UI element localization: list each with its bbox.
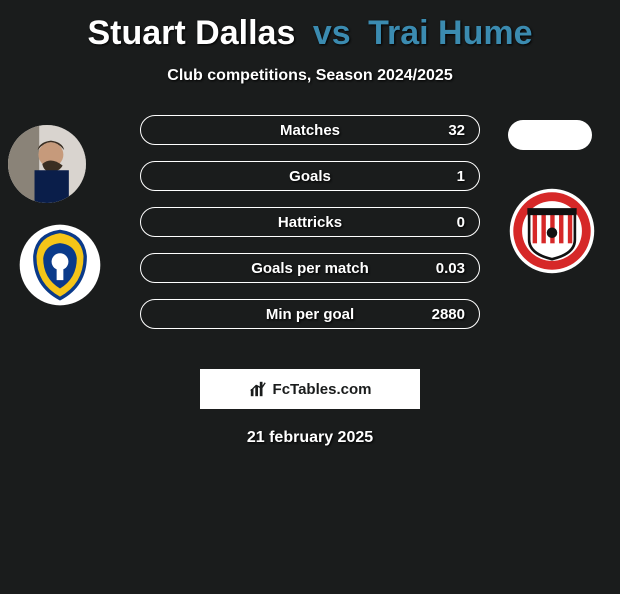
brand-box: FcTables.com [200, 369, 420, 409]
vs-separator: vs [313, 14, 351, 52]
stat-value: 2880 [432, 306, 465, 323]
stat-row-hattricks: Hattricks 0 [140, 207, 480, 237]
stats-area: Matches 32 Goals 1 Hattricks 0 Goals per… [0, 115, 620, 365]
stat-row-min-per-goal: Min per goal 2880 [140, 299, 480, 329]
stat-row-goals: Goals 1 [140, 161, 480, 191]
person-icon [8, 125, 86, 203]
player2-club-crest [508, 187, 596, 275]
stat-row-matches: Matches 32 [140, 115, 480, 145]
player1-name: Stuart Dallas [88, 14, 296, 52]
comparison-title: Stuart Dallas vs Trai Hume [0, 14, 620, 53]
stat-value: 1 [457, 168, 465, 185]
stat-label: Matches [280, 122, 340, 139]
brand-text: FcTables.com [273, 381, 372, 398]
player2-avatar [508, 120, 592, 150]
stat-label: Hattricks [278, 214, 342, 231]
stat-value: 0.03 [436, 260, 465, 277]
stat-row-goals-per-match: Goals per match 0.03 [140, 253, 480, 283]
stat-label: Goals [289, 168, 331, 185]
stat-value: 32 [448, 122, 465, 139]
date-text: 21 february 2025 [0, 429, 620, 447]
player1-club-crest [18, 223, 102, 307]
stat-label: Min per goal [266, 306, 354, 323]
subtitle: Club competitions, Season 2024/2025 [0, 67, 620, 85]
stat-label: Goals per match [251, 260, 369, 277]
stat-value: 0 [457, 214, 465, 231]
leeds-crest-icon [18, 223, 102, 307]
player1-avatar [8, 125, 86, 203]
stat-bars: Matches 32 Goals 1 Hattricks 0 Goals per… [140, 115, 480, 329]
player2-name: Trai Hume [368, 14, 532, 52]
sunderland-crest-icon [508, 187, 596, 275]
bar-chart-icon [249, 380, 267, 398]
